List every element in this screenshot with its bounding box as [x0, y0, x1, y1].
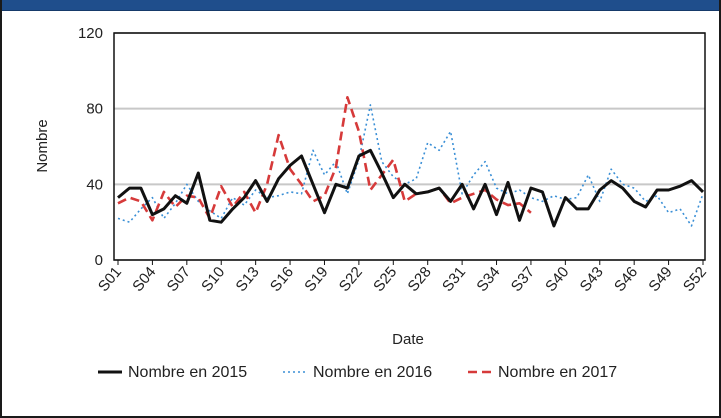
y-tick-label-0: 0 [95, 252, 103, 269]
series-lines [117, 96, 705, 228]
top-banner [0, 0, 721, 11]
x-axis-ticks: S01 S04 S07 S10 S13 S16 S19 S22 S25 S28 S31 S34 S37 S… [95, 260, 710, 295]
y-axis-title: Nombre [34, 119, 51, 172]
plot-frame [113, 32, 706, 261]
y-tick-label-40: 40 [86, 176, 103, 193]
x-tick-label-S07: S07 [164, 264, 194, 295]
x-tick-label-S04: S04 [129, 264, 159, 295]
x-tick-label-S28: S28 [405, 264, 435, 295]
x-tick-label-S40: S40 [542, 264, 572, 295]
legend-label-1: Nombre en 2016 [313, 364, 432, 381]
series-line-0 [117, 148, 705, 228]
x-tick-label-S52: S52 [680, 264, 710, 295]
legend-label-0: Nombre en 2015 [128, 364, 247, 381]
x-axis-title: Date [392, 331, 424, 348]
x-tick-label-S10: S10 [198, 264, 228, 295]
legend: Nombre en 2015 Nombre en 2016 Nombre en 20… [98, 364, 617, 381]
x-tick-label-S37: S37 [508, 264, 538, 295]
x-tick-label-S34: S34 [473, 264, 503, 295]
x-tick-label-S46: S46 [611, 264, 641, 295]
y-axis-ticks: 0 40 80 120 [78, 25, 103, 269]
y-tick-label-80: 80 [86, 101, 103, 118]
gridlines [114, 32, 705, 261]
x-tick-label-S31: S31 [439, 264, 469, 295]
x-tick-label-S13: S13 [233, 264, 263, 295]
series-line-2 [117, 96, 532, 222]
x-tick-label-S43: S43 [577, 264, 607, 295]
x-tick-label-S49: S49 [645, 264, 675, 295]
x-tick-label-S19: S19 [301, 264, 331, 295]
x-tick-label-S25: S25 [370, 264, 400, 295]
y-tick-label-120: 120 [78, 25, 103, 42]
x-tick-label-S16: S16 [267, 264, 297, 295]
legend-label-2: Nombre en 2017 [498, 364, 617, 381]
x-tick-label-S22: S22 [336, 264, 366, 295]
